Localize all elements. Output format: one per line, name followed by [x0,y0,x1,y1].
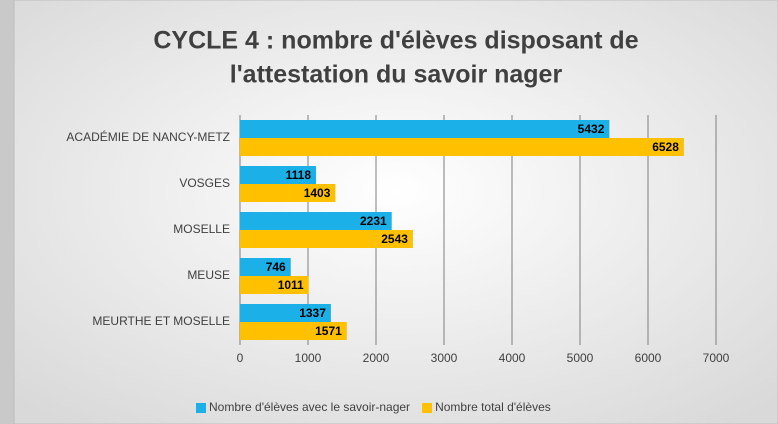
data-label: 2543 [381,232,408,246]
chart-area [13,0,778,424]
y-tick-label: MEUSE [187,268,230,282]
y-tick-label: MOSELLE [173,222,230,236]
x-tick-label: 7000 [703,351,730,365]
x-tick-label: 2000 [363,351,390,365]
data-label: 1571 [315,324,342,338]
bar [240,212,392,230]
bar [240,304,331,322]
data-label: 1403 [304,186,331,200]
x-tick-label: 4000 [499,351,526,365]
x-tick-label: 0 [237,351,244,365]
data-label: 1337 [299,306,326,320]
x-tick-label: 1000 [295,351,322,365]
legend-label: Nombre d'élèves avec le savoir-nager [209,400,410,414]
y-tick-label: VOSGES [179,176,230,190]
legend-swatch [196,403,206,413]
bar [240,276,309,294]
bar [240,184,336,202]
chart-title: l'attestation du savoir nager [230,61,563,89]
bar [240,166,317,184]
chart-title: CYCLE 4 : nombre d'élèves disposant de [153,27,638,55]
bar [240,138,684,156]
legend-label: Nombre total d'élèves [435,400,551,414]
y-tick-label: ACADÉMIE DE NANCY-METZ [66,129,230,144]
data-label: 5432 [578,122,605,136]
x-tick-label: 3000 [431,351,458,365]
bar [240,258,291,276]
x-tick-label: 5000 [567,351,594,365]
data-label: 746 [266,260,286,274]
data-label: 1011 [278,278,304,292]
bar [240,120,610,138]
data-label: 1118 [286,168,312,182]
y-tick-label: MEURTHE ET MOSELLE [92,314,230,328]
bar [240,322,347,340]
x-tick-label: 6000 [635,351,662,365]
data-label: 6528 [652,140,679,154]
data-label: 2231 [360,214,387,228]
legend-swatch [422,403,433,413]
bar [240,230,413,248]
